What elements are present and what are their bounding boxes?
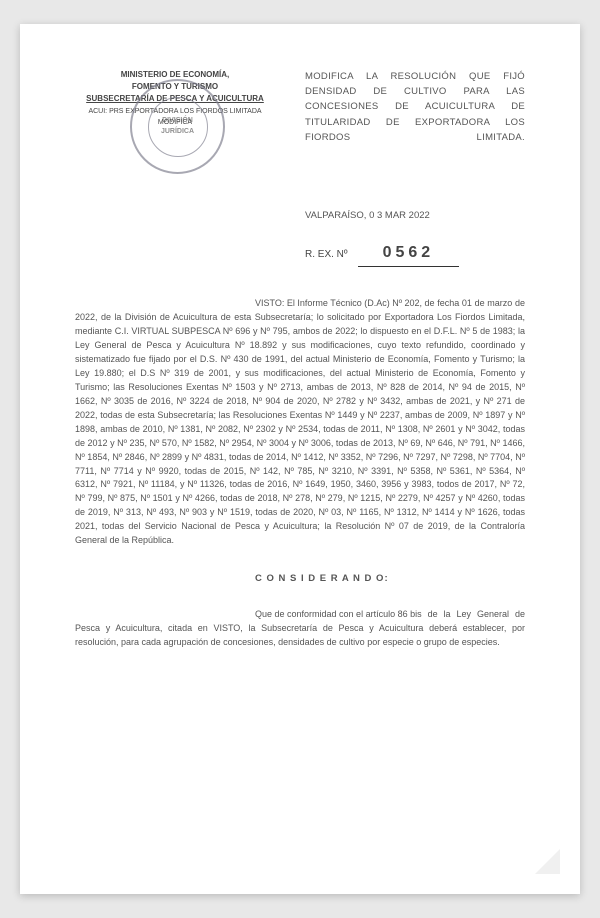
- stamp-inner: DIVISIÓN JURÍDICA: [148, 97, 208, 157]
- location-text: VALPARAÍSO,: [305, 210, 366, 221]
- header-area: MINISTERIO DE ECONOMÍA, FOMENTO Y TURISM…: [75, 69, 525, 179]
- document-page: MINISTERIO DE ECONOMÍA, FOMENTO Y TURISM…: [20, 24, 580, 894]
- considerando-lead: Que de conformidad con el artículo 86 bi…: [255, 608, 422, 622]
- rex-label: R. EX. Nº: [305, 247, 348, 262]
- rex-row: R. EX. Nº 0562: [305, 241, 525, 267]
- page-corner-fold: [535, 849, 560, 874]
- location-date-row: VALPARAÍSO, 0 3 MAR 2022: [305, 209, 525, 223]
- rex-number: 0562: [358, 241, 460, 267]
- stamp-text-2: JURÍDICA: [161, 127, 194, 138]
- official-stamp: DIVISIÓN JURÍDICA: [130, 79, 225, 174]
- visto-body: fecha 01 de marzo de 2022, de la Divisió…: [75, 298, 525, 545]
- stamp-text-1: DIVISIÓN: [162, 116, 193, 127]
- considerando-section: Que de conformidad con el artículo 86 bi…: [75, 608, 525, 650]
- visto-lead: VISTO: El Informe Técnico (D.Ac) Nº 202,…: [255, 297, 435, 311]
- visto-section: VISTO: El Informe Técnico (D.Ac) Nº 202,…: [75, 297, 525, 548]
- date-text: 0 3 MAR 2022: [369, 210, 430, 221]
- considerando-heading: C O N S I D E R A N D O:: [255, 572, 525, 586]
- resolution-title: MODIFICA LA RESOLUCIÓN QUE FIJÓ DENSIDAD…: [305, 69, 525, 145]
